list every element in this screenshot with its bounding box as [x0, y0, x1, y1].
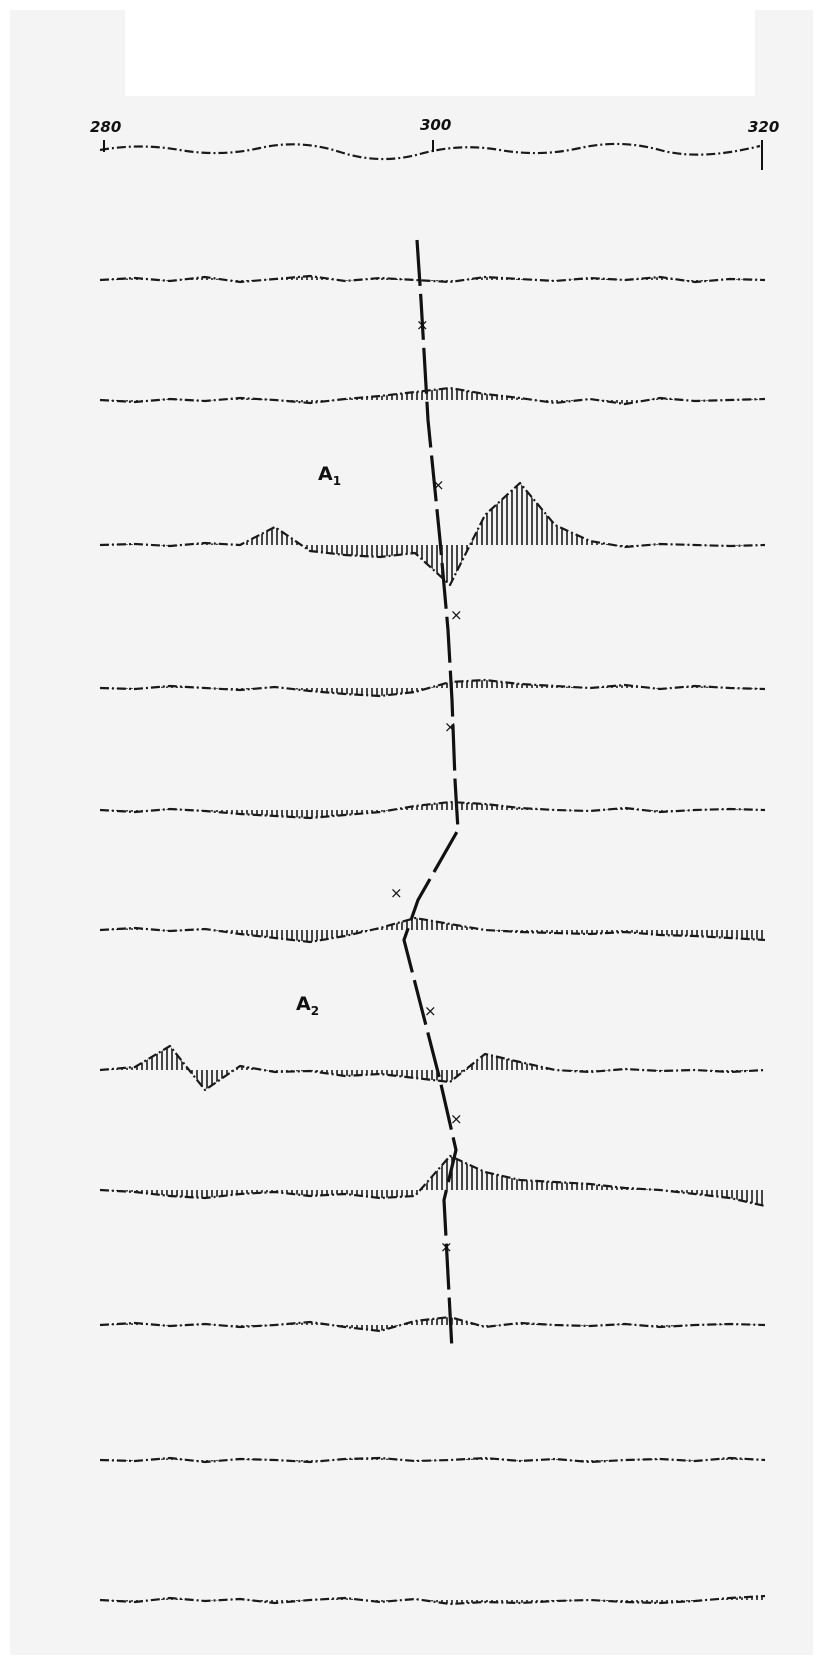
- trace-8-hatch: [100, 1156, 765, 1206]
- trace-9-hatch: [100, 1317, 765, 1331]
- figure-sheet: [10, 10, 813, 1655]
- trace-10: [99, 1456, 766, 1464]
- trace-2-line: [99, 386, 766, 406]
- trace-4-line: [99, 678, 766, 698]
- trace-5-line: [99, 800, 766, 820]
- trace-2-hatch: [100, 388, 765, 404]
- marker-5: ×: [390, 884, 403, 902]
- x-tick-label-320: 320: [748, 118, 779, 136]
- trace-3-line: [99, 481, 766, 587]
- trace-7: [99, 1044, 766, 1092]
- panel-label-a1-main: A: [318, 463, 333, 485]
- marker-3: ×: [450, 606, 463, 624]
- trace-8-line: [99, 1154, 766, 1208]
- seismogram-traces: [99, 274, 766, 1606]
- marker-4: ×: [444, 718, 457, 736]
- marker-6: ×: [424, 1002, 437, 1020]
- trace-1-line: [99, 274, 766, 284]
- x-axis: 280 300 320: [90, 116, 779, 170]
- trace-11: [99, 1594, 766, 1606]
- panel-label-a2-main: A: [296, 993, 311, 1015]
- trace-3: [99, 481, 766, 587]
- trace-7-line: [99, 1044, 766, 1092]
- x-tick-label-280: 280: [90, 118, 121, 136]
- trace-2: [99, 386, 766, 406]
- axis-line: [99, 142, 761, 161]
- trace-1: [99, 274, 766, 284]
- panel-label-a2-sub: 2: [311, 1004, 319, 1018]
- panel-label-a2: A2: [296, 993, 319, 1018]
- trace-5-hatch: [100, 802, 765, 818]
- trace-6: [99, 916, 766, 944]
- trace-3-hatch: [100, 483, 765, 585]
- panel-label-a1: A1: [318, 463, 341, 488]
- blank-header-area: [125, 10, 755, 96]
- marker-1: ×: [416, 316, 429, 334]
- panel-label-a1-sub: 1: [333, 474, 341, 488]
- x-tick-label-300: 300: [420, 116, 451, 134]
- trace-9-line: [99, 1315, 766, 1333]
- marker-7: ×: [450, 1110, 463, 1128]
- trace-8: [99, 1154, 766, 1208]
- trace-9: [99, 1315, 766, 1333]
- arrival-markers: × × × × × × × ×: [390, 316, 463, 1256]
- trace-5: [99, 800, 766, 820]
- trace-7-hatch: [100, 1046, 765, 1090]
- trace-4-hatch: [100, 680, 765, 696]
- trace-6-line: [99, 916, 766, 944]
- marker-8: ×: [440, 1238, 453, 1256]
- marker-2: ×: [432, 476, 445, 494]
- trace-4: [99, 678, 766, 698]
